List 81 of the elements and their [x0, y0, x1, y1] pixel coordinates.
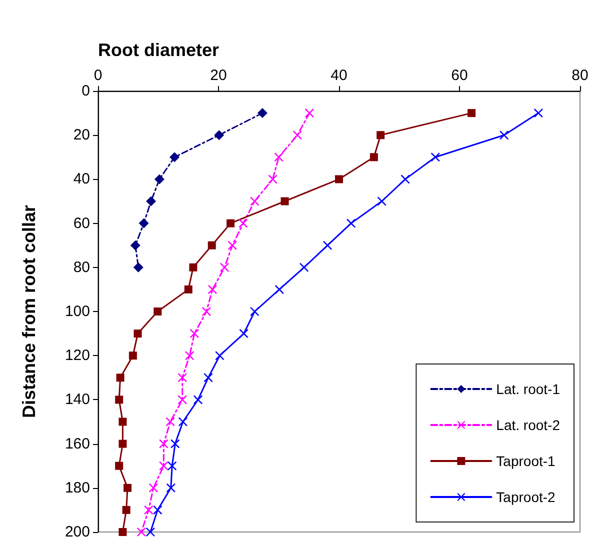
point	[335, 175, 343, 184]
point	[154, 174, 164, 184]
y-tick-label: 120	[64, 347, 90, 364]
point	[500, 130, 509, 140]
point	[185, 351, 194, 360]
y-tick-label: 80	[73, 258, 90, 276]
legend-label: Lat. root-2	[496, 417, 560, 433]
point	[168, 461, 177, 470]
point	[154, 308, 162, 316]
legend-label: Lat. root-1	[496, 381, 560, 397]
point	[346, 218, 356, 228]
point	[178, 417, 188, 426]
point	[280, 197, 289, 206]
point	[124, 484, 132, 492]
point	[239, 329, 248, 338]
point	[300, 262, 309, 272]
point	[430, 152, 440, 162]
point	[323, 240, 332, 250]
legend-label: Taproot-2	[496, 489, 556, 505]
point	[292, 130, 302, 140]
point	[130, 240, 140, 250]
point	[220, 262, 230, 272]
point	[116, 374, 124, 382]
point	[178, 373, 187, 382]
point	[214, 130, 224, 140]
x-axis-title: Root diameter	[98, 40, 220, 60]
point	[115, 396, 124, 404]
point	[204, 373, 213, 382]
point	[208, 241, 216, 250]
point	[376, 131, 385, 140]
legend-label: Taproot-1	[496, 453, 556, 469]
point	[274, 284, 284, 294]
point	[194, 395, 203, 404]
y-tick-label: 60	[73, 214, 90, 232]
y-tick-label: 40	[73, 170, 90, 188]
point	[118, 418, 127, 426]
x-tick-label: 0	[94, 67, 102, 84]
point	[226, 219, 235, 228]
point	[159, 461, 168, 470]
x-tick-label: 80	[572, 67, 588, 84]
y-tick-label: 140	[64, 391, 90, 408]
point	[250, 307, 260, 316]
point	[178, 395, 187, 404]
x-tick-label: 20	[210, 67, 227, 84]
point	[118, 440, 127, 448]
point	[215, 351, 224, 360]
point	[144, 505, 154, 514]
point	[128, 352, 137, 360]
point	[228, 240, 237, 250]
point	[122, 506, 130, 514]
y-tick-label: 180	[64, 479, 90, 496]
y-tick-label: 200	[64, 524, 90, 540]
point	[170, 152, 180, 162]
point	[136, 528, 146, 536]
x-tick-label: 60	[451, 67, 468, 84]
point	[166, 483, 176, 492]
y-tick-label: 100	[64, 303, 90, 320]
point	[133, 262, 144, 272]
point	[534, 108, 543, 118]
point	[250, 196, 260, 206]
point	[115, 462, 124, 470]
y-axis-title: Distance from root collar	[19, 204, 39, 418]
point	[370, 153, 378, 162]
point	[159, 439, 168, 448]
y-tick-label: 20	[73, 126, 90, 144]
point	[153, 505, 162, 514]
point	[190, 329, 199, 338]
point	[274, 152, 284, 162]
point	[170, 439, 180, 448]
point	[118, 528, 127, 536]
point	[138, 218, 149, 228]
point	[468, 109, 476, 118]
point	[184, 285, 192, 294]
y-tick-label: 0	[82, 82, 90, 100]
point	[189, 263, 198, 272]
point	[257, 108, 268, 118]
x-tick-label: 40	[330, 67, 348, 84]
point	[148, 483, 158, 492]
y-tick-label: 160	[64, 435, 90, 452]
point	[134, 330, 142, 338]
point	[146, 196, 156, 206]
